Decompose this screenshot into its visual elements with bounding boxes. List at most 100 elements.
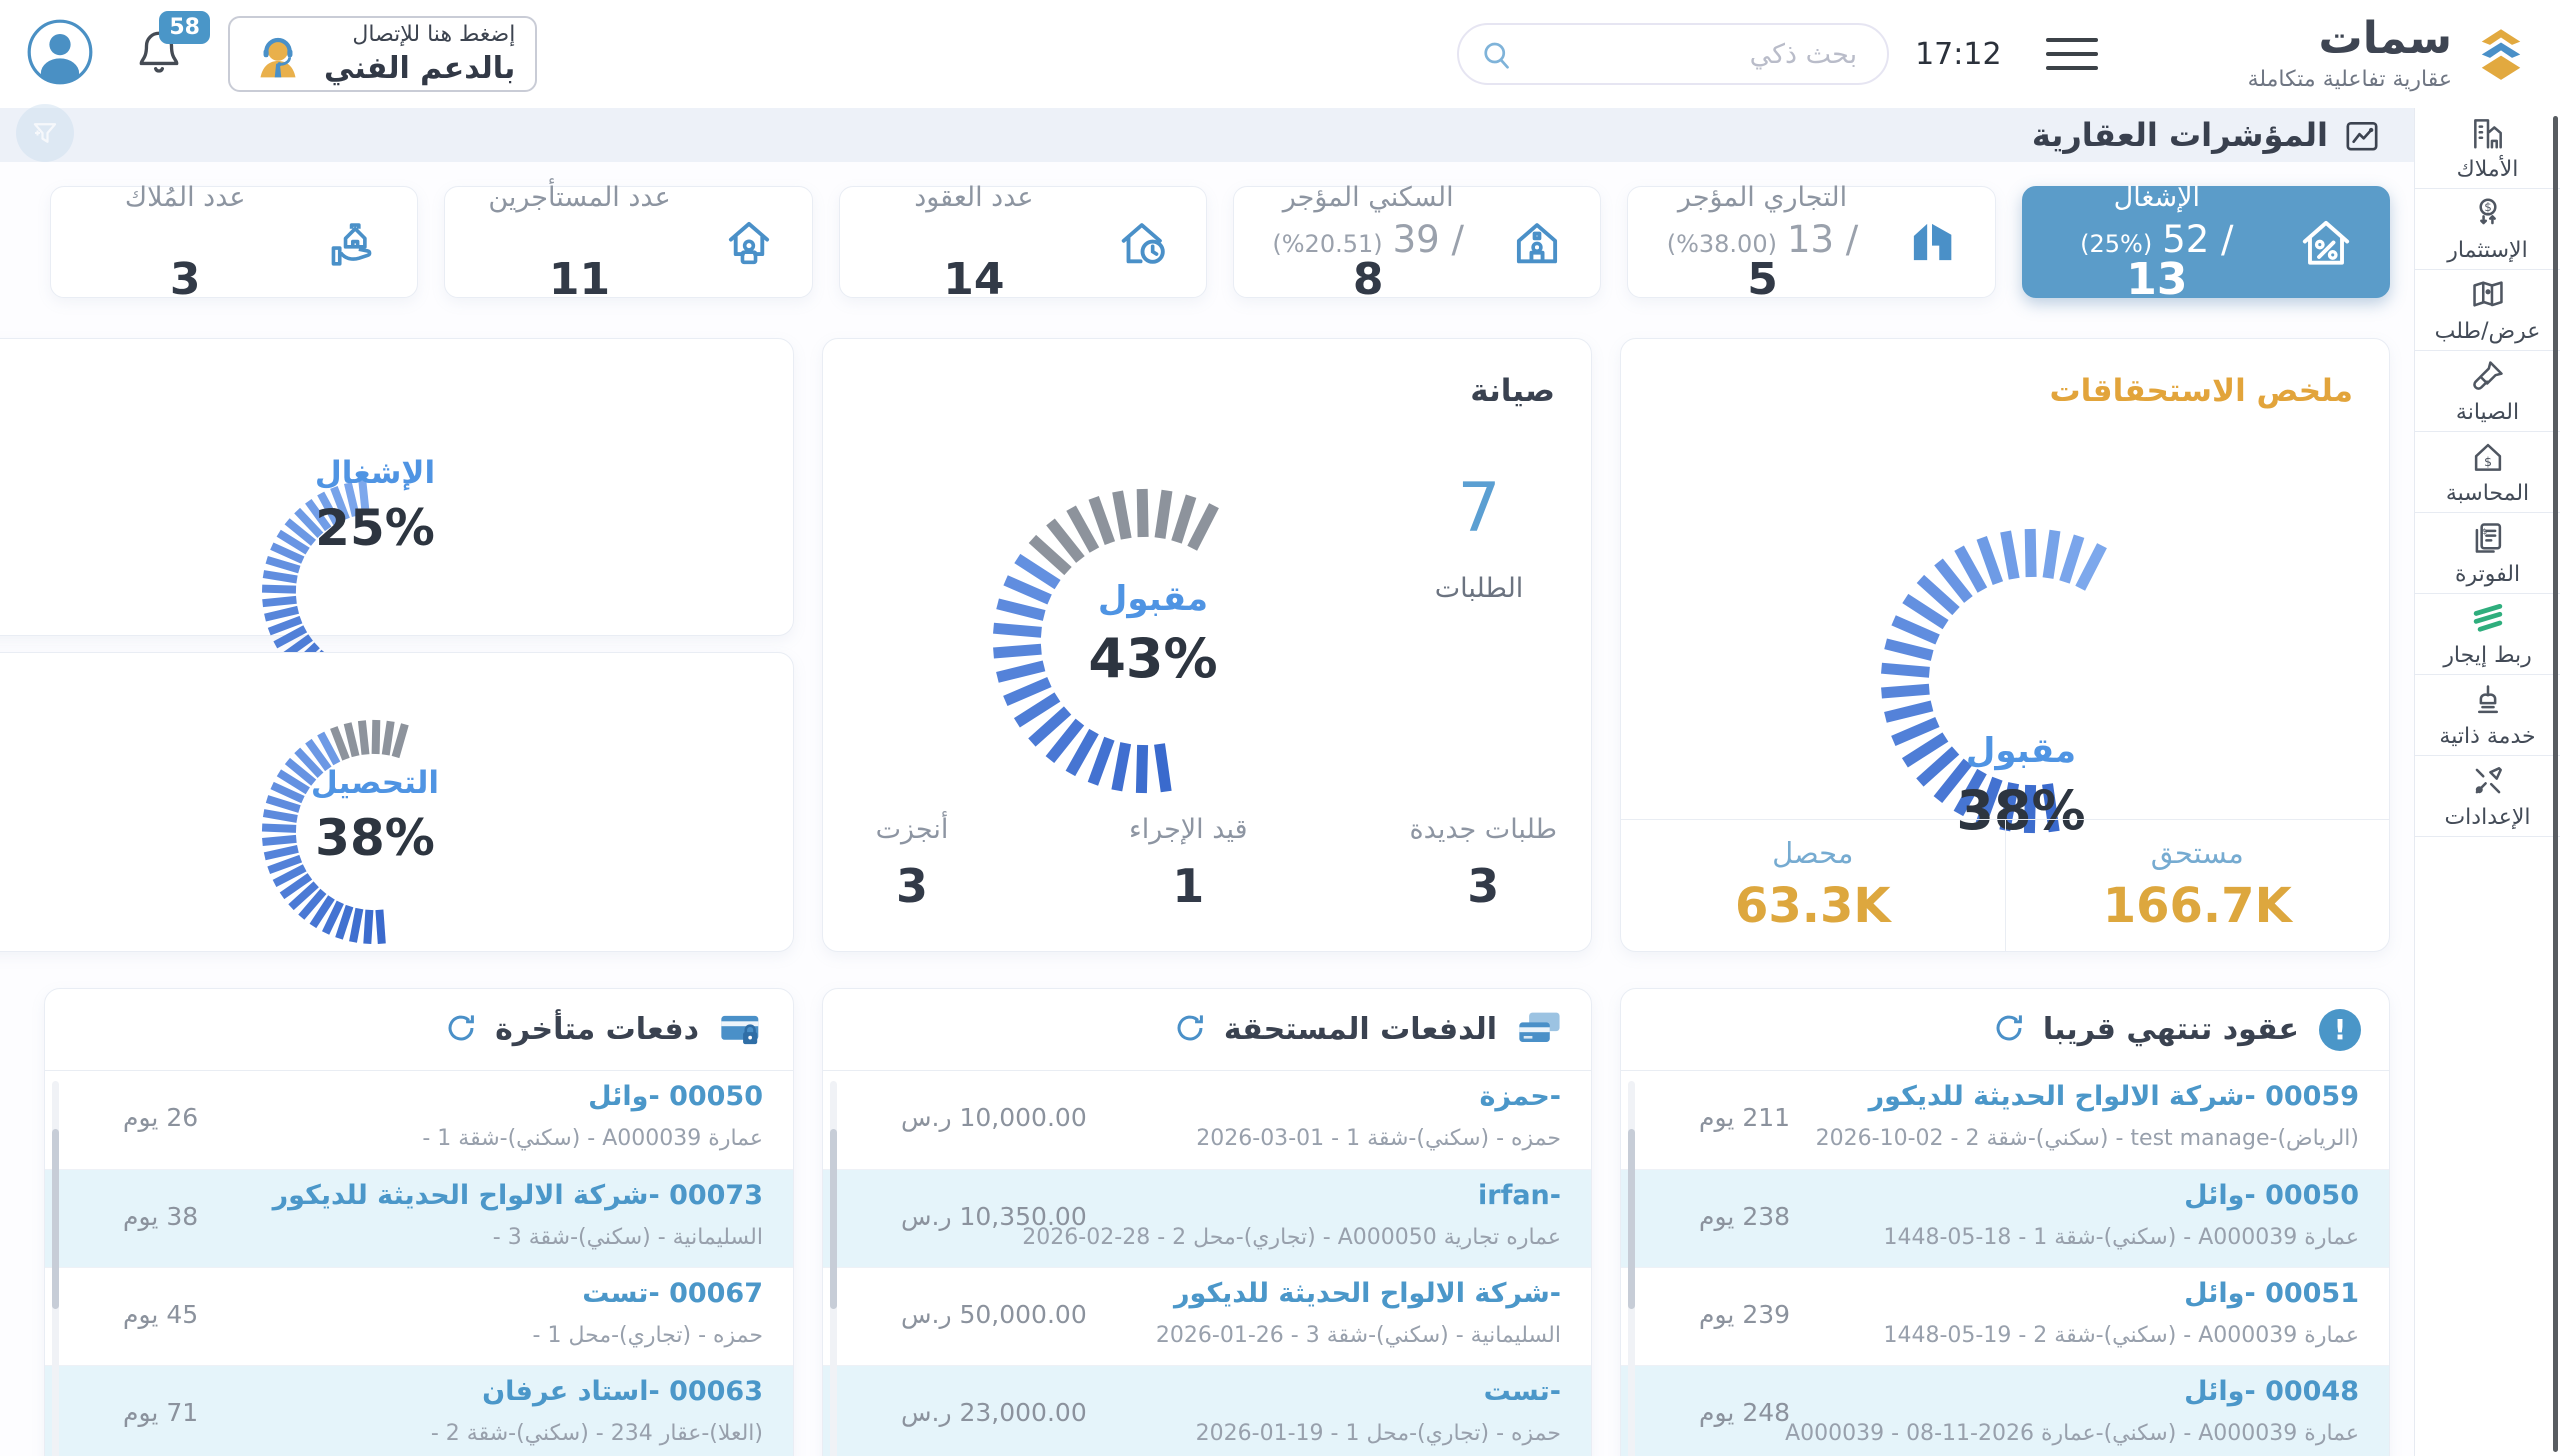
list-item[interactable]: 00063 -استاد عرفان (العلا)-عقار 234 - (س… <box>45 1365 793 1456</box>
stat-completed: أنجزت 3 <box>857 814 967 913</box>
svg-text:!: ! <box>2334 1013 2347 1046</box>
list-item-subtitle: السليمانية - (سكني)-شقة 3 - 26-01-2026 <box>1155 1323 1561 1348</box>
page-scrollbar[interactable] <box>2553 116 2558 1452</box>
gauge-percent: 43% <box>1088 627 1218 690</box>
list-item[interactable]: -حمزة حمزه - (سكني)-شقة 1 - 01-03-2026 1… <box>823 1071 1591 1169</box>
list-item-value: 71 يوم <box>123 1398 199 1427</box>
contracts-ending-list: 00059 -شركة الالواح الحديثة للديكور (الر… <box>1621 1071 2389 1456</box>
sidebar-label: الصيانة <box>2455 400 2520 425</box>
support-button[interactable]: إضغط هنا للإتصال بالدعم الفني <box>228 16 538 92</box>
brand-logo-icon <box>2481 29 2521 80</box>
sidebar-item-billing[interactable]: $ الفوترة <box>2415 513 2560 594</box>
search-icon[interactable] <box>1479 38 1515 74</box>
refresh-icon[interactable] <box>443 1010 479 1050</box>
kpi-card-tenants-count[interactable]: عدد المستأجرين 11 <box>444 182 813 302</box>
user-avatar[interactable] <box>26 18 94 90</box>
kpi-label: عدد المُلاك <box>124 182 246 213</box>
map-pin-icon <box>2472 281 2503 307</box>
refresh-icon[interactable] <box>1991 1010 2027 1050</box>
kpi-card-occupancy[interactable]: الإشغال (25%) 52 / 13 <box>2021 182 2390 302</box>
list-item[interactable]: 00059 -شركة الالواح الحديثة للديكور (الر… <box>1621 1071 2389 1169</box>
list-item-subtitle: (العلا)-عقار 234 - (سكني)-شقة 2 - <box>430 1421 763 1446</box>
maintenance-gauge-arc <box>993 488 1219 794</box>
dues-cell-label: مستحق <box>2150 836 2244 870</box>
gauge-percent: 25% <box>315 499 435 557</box>
kpi-card-residential-leased[interactable]: السكني المؤجر (%20.51) 39 / 8 <box>1233 182 1602 302</box>
sidebar-label: عرض/طلب <box>2434 319 2541 344</box>
gauge-percent: 38% <box>315 809 435 867</box>
sidebar-label: الفوترة <box>2454 562 2521 587</box>
list-scrollbar-thumb[interactable] <box>1628 1129 1635 1309</box>
dues-cell-collected: محصل 63.3K <box>1621 820 2005 951</box>
dues-totals: مستحق 166.7K محصل 63.3K <box>1621 819 2389 951</box>
list-item-value: 248 يوم <box>1699 1398 1791 1427</box>
smart-search <box>1457 23 1890 85</box>
list-title: الدفعات المستحقة <box>1223 1012 1497 1047</box>
kpi-value: (%20.51) 39 / 8 <box>1272 218 1464 305</box>
list-scrollbar-thumb[interactable] <box>830 1129 837 1309</box>
sidebar-item-settings[interactable]: الإعدادات <box>2415 756 2560 837</box>
list-item-subtitle: السليمانية - (سكني)-شقة 3 - <box>492 1225 763 1250</box>
sidebar-item-investment[interactable]: $ الإستثمار <box>2415 189 2560 270</box>
support-line1: إضغط هنا للإتصال <box>352 22 516 47</box>
gauge-status-label: مقبول <box>1097 579 1209 619</box>
sidebar-item-self-service[interactable]: خدمة ذاتية <box>2415 675 2560 756</box>
list-item-title: 00050 -وائل <box>2184 1180 2359 1211</box>
list-item-value: 211 يوم <box>1699 1103 1791 1132</box>
requests-label: الطلبات <box>1434 573 1524 604</box>
stat-label: قيد الإجراء <box>1129 814 1248 845</box>
gauge-title: التحصيل <box>310 765 440 801</box>
brand-text: سمات عقارية تفاعلية متكاملة <box>2248 13 2452 92</box>
list-item-subtitle: عماره تجارية A000050 - (تجاري)-محل 2 - 2… <box>1022 1225 1561 1250</box>
list-item[interactable]: 00050 -وائل عمارة A000039 - (سكني)-شقة 1… <box>1621 1169 2389 1267</box>
kpi-card-owners-count[interactable]: عدد المُلاك 3 <box>50 182 419 302</box>
list-item[interactable]: -تست حمزه - (تجاري)-محل 1 - 19-01-2026 2… <box>823 1365 1591 1456</box>
list-scrollbar-thumb[interactable] <box>52 1129 59 1309</box>
notifications-bell[interactable]: 58 <box>134 11 210 81</box>
dues-cell-value: 63.3K <box>1734 878 1891 934</box>
brand-logo[interactable]: سمات عقارية تفاعلية متكاملة <box>2248 13 2534 92</box>
kpi-card-commercial-leased[interactable]: التجاري المؤجر (%38.00) 13 /5 <box>1627 182 1996 302</box>
sidebar-item-properties[interactable]: الأملاك <box>2415 108 2560 189</box>
list-item[interactable]: 00073 -شركة الالواح الحديثة للديكور السل… <box>45 1169 793 1267</box>
list-title: دفعات متأخرة <box>495 1012 699 1047</box>
sidebar-label: خدمة ذاتية <box>2439 724 2536 749</box>
list-item-value: 38 يوم <box>123 1202 199 1231</box>
brand-title: سمات <box>2318 13 2452 65</box>
list-item[interactable]: 00067 -تست حمزه - (تجاري)-محل 1 - 45 يوم <box>45 1267 793 1365</box>
menu-toggle-icon[interactable] <box>2045 28 2098 80</box>
list-item[interactable]: 00048 -وائل عمارة A000039 - (سكني)-عمارة… <box>1621 1365 2389 1456</box>
list-item-subtitle: عمارة A000039 - (سكني)-شقة 1 - 18-05-144… <box>1883 1225 2359 1250</box>
search-input[interactable] <box>1459 25 1888 83</box>
kpi-card-contracts-count[interactable]: عدد العقود 14 <box>838 182 1208 302</box>
list-item[interactable]: 00051 -وائل عمارة A000039 - (سكني)-شقة 2… <box>1621 1267 2389 1365</box>
sidebar-item-offer-request[interactable]: عرض/طلب <box>2415 270 2560 351</box>
kpi-label: عدد المستأجرين <box>488 182 671 213</box>
stat-value: 3 <box>1467 859 1500 913</box>
sidebar-item-ejar-link[interactable]: ربط إيجار <box>2415 594 2560 675</box>
sidebar-item-accounting[interactable]: $ المحاسبة <box>2415 432 2560 513</box>
list-item[interactable]: -irfan عماره تجارية A000050 - (تجاري)-مح… <box>823 1169 1591 1267</box>
top-header: سمات عقارية تفاعلية متكاملة 17:12 إضغط ه… <box>0 0 2560 108</box>
list-item-title: 00048 -وائل <box>2184 1376 2359 1407</box>
house-clock-icon <box>1121 223 1165 264</box>
sidebar-item-maintenance[interactable]: الصيانة <box>2415 351 2560 432</box>
list-item-title: -تست <box>1483 1376 1561 1407</box>
refresh-icon[interactable] <box>1172 1010 1208 1050</box>
maintenance-stats: طلبات جديدة 3 قيد الإجراء 1 أنجزت 3 <box>857 814 1557 913</box>
house-person-icon <box>728 221 769 265</box>
list-item[interactable]: 00050 -وائل عمارة A000039 - (سكني)-شقة 1… <box>45 1071 793 1169</box>
small-gauges-column: الإشغال 25% التحصيل 38% <box>0 338 794 952</box>
hand-press-icon <box>2477 685 2498 714</box>
list-item-subtitle: (الرياض)-test manage - (سكني)-شقة 2 - 02… <box>1815 1126 2359 1151</box>
due-payments-card: الدفعات المستحقة -حمزة حمزه - (سكني)-شقة… <box>822 988 1592 1456</box>
list-title: عقود تنتهي قريبا <box>2042 1012 2299 1047</box>
invoice-icon: $ <box>2475 523 2501 553</box>
kpi-label: السكني المؤجر <box>1282 182 1454 213</box>
collection-gauge-arc <box>261 719 409 945</box>
sidebar-label: المحاسبة <box>2445 481 2530 506</box>
filter-icon <box>33 123 57 143</box>
filter-fab-button[interactable] <box>16 104 74 162</box>
list-item[interactable]: -شركة الالواح الحديثة للديكور السليمانية… <box>823 1267 1591 1365</box>
